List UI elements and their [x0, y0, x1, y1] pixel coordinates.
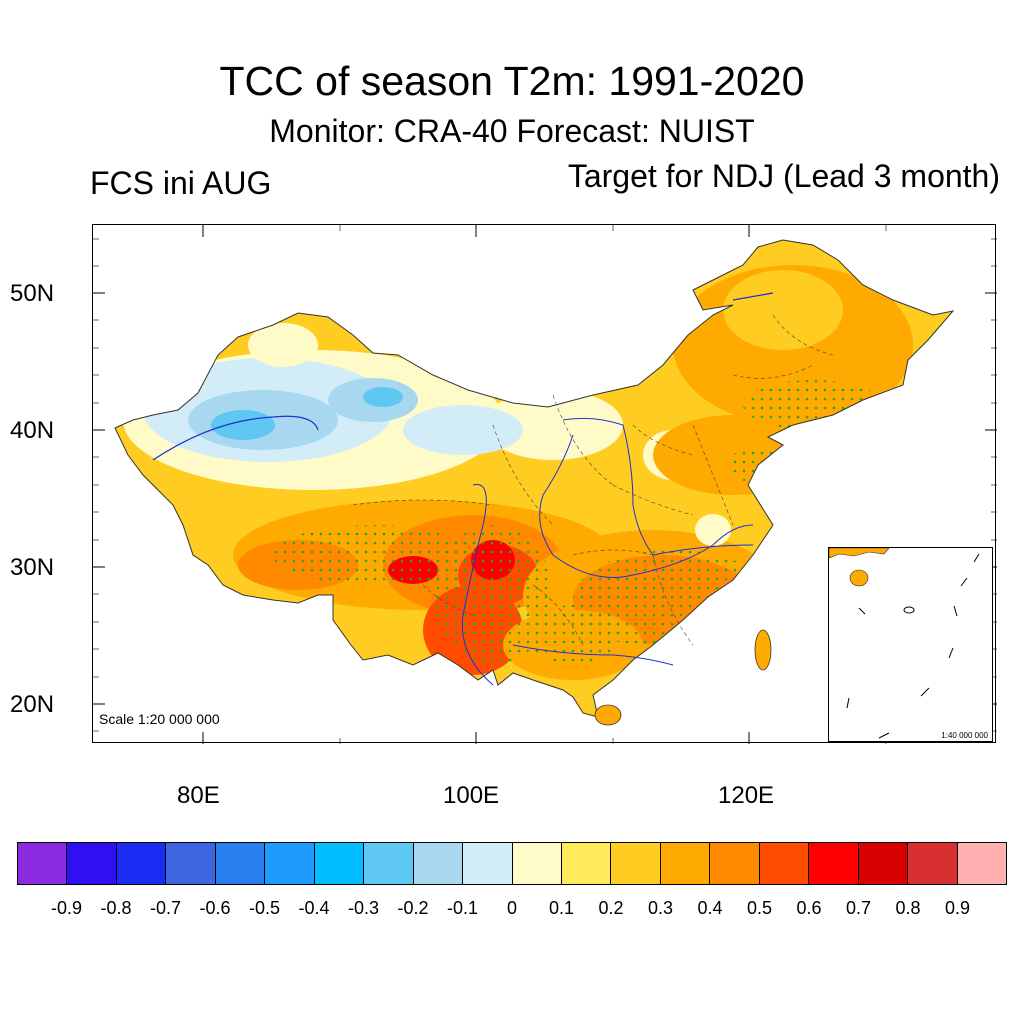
forecast-init-label: FCS ini AUG: [90, 165, 272, 201]
colorbar-swatch: [463, 843, 513, 884]
colorbar-swatch: [67, 843, 117, 884]
colorbar-tick-label: -0.7: [149, 898, 182, 918]
colorbar-swatch: [611, 843, 661, 884]
colorbar-swatch: [116, 843, 167, 884]
colorbar-tick-label: 0.4: [697, 898, 723, 918]
colorbar-swatch: [809, 843, 859, 884]
colorbar-tick-label: 0.5: [746, 898, 773, 918]
colorbar-tick-label: 0.8: [895, 898, 921, 918]
colorbar-tick-label: -0.6: [199, 898, 231, 918]
colorbar-tick-label: 0.3: [647, 898, 674, 918]
lat-label-30n: 30N: [10, 554, 55, 581]
map-scale-text: Scale 1:20 000 000: [99, 711, 220, 727]
colorbar-tick-label: 0: [506, 898, 518, 918]
hainan-island: [594, 704, 622, 726]
colorbar-tick-label: 0.1: [548, 898, 575, 918]
colorbar-swatch: [215, 843, 266, 884]
colorbar-swatch: [957, 843, 1007, 884]
inset-scale-text: 1:40 000 000: [941, 731, 988, 740]
colorbar-swatch: [908, 843, 958, 884]
colorbar-swatch: [858, 843, 909, 884]
lat-label-40n: 40N: [10, 417, 55, 444]
map-graphic: [93, 225, 997, 744]
colorbar-tick-label: -0.3: [347, 898, 380, 918]
colorbar-swatch: [710, 843, 760, 884]
colorbar-tick-label: -0.4: [298, 898, 330, 918]
colorbar-swatch: [364, 843, 414, 884]
chart-title: TCC of season T2m: 1991-2020: [219, 58, 805, 104]
colorbar-tick-label: -0.9: [50, 898, 83, 918]
colorbar-tick-label: -0.1: [446, 898, 479, 918]
colorbar: [17, 842, 1007, 885]
colorbar-tick-label: -0.8: [100, 898, 132, 918]
colorbar-swatch: [18, 843, 68, 884]
colorbar-tick-label: 0.9: [944, 898, 971, 918]
lon-label-120e: 120E: [718, 782, 775, 809]
colorbar-swatch: [413, 843, 464, 884]
lat-label-20n: 20N: [10, 691, 55, 718]
inset-graphic: [828, 547, 980, 739]
colorbar-tick-label: -0.5: [248, 898, 281, 918]
colorbar-swatch: [314, 843, 365, 884]
colorbar-swatch: [660, 843, 711, 884]
colorbar-swatch: [166, 843, 216, 884]
taiwan-island: [754, 629, 772, 671]
lon-label-100e: 100E: [443, 782, 500, 809]
colorbar-tick-label: -0.2: [397, 898, 429, 918]
colorbar-swatch: [512, 843, 562, 884]
south-china-sea-inset: 1:40 000 000: [828, 547, 993, 742]
colorbar-swatch: [759, 843, 810, 884]
chart-subtitle: Monitor: CRA-40 Forecast: NUIST: [269, 113, 755, 149]
target-season-label: Target for NDJ (Lead 3 month): [567, 158, 1000, 194]
lat-label-50n: 50N: [10, 280, 55, 307]
colorbar-swatch: [561, 843, 612, 884]
map-panel: [92, 224, 997, 744]
lon-label-80e: 80E: [177, 782, 220, 809]
colorbar-tick-label: 0.7: [845, 898, 872, 918]
colorbar-tick-label: 0.2: [598, 898, 624, 918]
colorbar-tick-label: 0.6: [796, 898, 822, 918]
colorbar-swatch: [265, 843, 315, 884]
